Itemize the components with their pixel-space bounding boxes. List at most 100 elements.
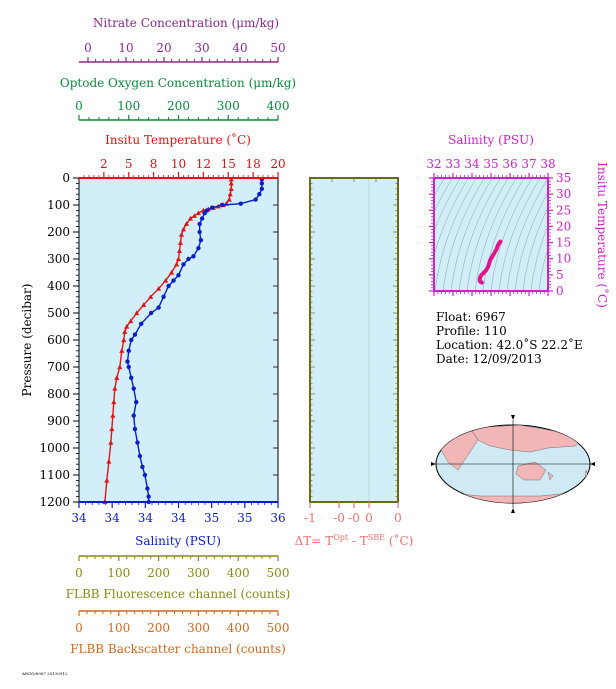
ts-salinity-tick-label: 32 (426, 157, 441, 171)
isopycnal-curve (434, 178, 477, 291)
fluorescence-axis-title: FLBB Fluorescence channel (counts) (66, 587, 291, 601)
temperature-point (178, 232, 185, 237)
salinity-point (129, 337, 134, 343)
pressure-tick-label: 700 (47, 360, 70, 374)
pressure-tick-label: 1000 (39, 441, 70, 455)
salinity-point (145, 486, 150, 491)
ts-salinity-tick-label: 35 (483, 157, 498, 171)
tick-label: 100 (107, 621, 130, 635)
tick-label: 300 (187, 566, 210, 580)
ts-temperature-tick-label: 30 (556, 187, 571, 201)
isopycnal-curve (538, 247, 548, 291)
temperature-point (112, 386, 118, 391)
salinity-tick-label: 35 (237, 511, 252, 525)
pressure-tick-label: 400 (47, 279, 70, 293)
salinity-point (132, 426, 138, 432)
pressure-tick-label: 1200 (39, 495, 70, 509)
pressure-tick-label: 200 (47, 225, 70, 239)
nitrate-axis-title: Nitrate Concentration (μm/kg) (93, 16, 279, 30)
salinity-axis-title: Salinity (PSU) (135, 534, 221, 548)
isopycnal-curve (498, 178, 541, 291)
temperature-axis-title: Insitu Temperature (˚C) (105, 132, 251, 147)
temperature-point (175, 256, 182, 262)
salinity-point (125, 359, 130, 364)
temperature-point (108, 440, 114, 445)
pressure-tick-label: 300 (47, 252, 70, 266)
salinity-point (137, 453, 143, 459)
globe-east-tick (590, 462, 595, 466)
globe-west-tick (431, 462, 436, 466)
ts-salinity-tick-label: 36 (502, 157, 517, 171)
salinity-tick-label: 34 (138, 511, 154, 525)
salinity-point (135, 440, 140, 445)
salinity-point (259, 181, 265, 186)
temperature-tick-label: 20 (270, 157, 285, 171)
isopycnal-curve (434, 178, 453, 213)
ts-temperature-tick-label: 35 (556, 171, 571, 185)
temperature-point (173, 261, 180, 267)
ts-series (477, 239, 503, 285)
isopycnal-curve (514, 191, 548, 291)
nitrate-axis: Nitrate Concentration (μm/kg) 0 10 20 30 40 5… (79, 16, 286, 63)
temperature-tick-label: 5 (125, 157, 133, 171)
temperature-point (177, 240, 184, 245)
temperature-point (180, 226, 187, 232)
pressure-tick-label: 500 (47, 306, 70, 320)
tick-label: 0 (75, 621, 83, 635)
fluorescence-axis: 0 100 200 300 400 500 FLBB Fluorescence chann… (66, 555, 291, 601)
pressure-tick-label: 600 (47, 333, 70, 347)
tick-label: 500 (267, 621, 290, 635)
salinity-point (253, 197, 258, 202)
isopycnal-curve (506, 178, 548, 291)
temperature-tick-label: 12 (196, 157, 211, 171)
landmass-eurasia (469, 425, 586, 453)
float-id: Float: 6967 (436, 310, 506, 324)
isopycnal-curve (450, 178, 493, 291)
ts-temperature-tick-label: 5 (556, 268, 564, 282)
salinity-point (132, 332, 138, 337)
salinity-tick-label: 36 (270, 511, 285, 525)
temperature-tick-label: 10 (171, 157, 186, 171)
ts-salinity-tick-label: 37 (521, 157, 536, 171)
salinity-point (131, 386, 136, 391)
pressure-tick-label: 1100 (39, 468, 70, 482)
tick-label: 100 (107, 566, 130, 580)
landmass-australia (515, 461, 547, 481)
temperature-point (122, 329, 128, 334)
temperature-point (227, 191, 233, 197)
salinity-tick-label: 35 (204, 511, 219, 525)
salinity-tick-label: 34 (105, 511, 121, 525)
isopycnal-curve (442, 178, 485, 291)
ts-salinity-tick-label: 38 (540, 157, 555, 171)
temperature-tick-label: 8 (150, 157, 158, 171)
salinity-series (125, 177, 265, 505)
ts-temperature-axis-title: Insitu Temperature (˚C) (595, 162, 610, 308)
delta-t-tick-label: 0 (394, 511, 402, 525)
temperature-ticks: 2 5 8 10 12 15 18 20 (83, 157, 286, 178)
temperature-point (191, 213, 198, 218)
ts-isopycnals (434, 178, 548, 291)
temperature-point (110, 413, 116, 418)
temperature-point (148, 294, 154, 299)
ts-salinity-tick-label: 34 (464, 157, 480, 171)
salinity-point (198, 237, 204, 243)
temperature-point (128, 318, 134, 324)
ts-temperature-tick-label: 10 (556, 252, 571, 266)
tick-label: 200 (147, 566, 170, 580)
delta-t-ticks: -1 -0 -0 0 0 (304, 502, 402, 525)
tick-label: 200 (167, 99, 190, 113)
temperature-point (134, 310, 140, 316)
isopycnal-curve (466, 178, 509, 291)
temperature-point (104, 477, 110, 483)
tick-label: 400 (227, 621, 250, 635)
salinity-point (191, 254, 196, 259)
isopycnal-curve (434, 178, 437, 183)
temperature-point (195, 210, 201, 216)
landmass-new-zealand (547, 471, 554, 481)
temperature-point (228, 176, 234, 182)
oxygen-axis: Optode Oxygen Concentration (μm/kg) 0 100… (60, 76, 296, 121)
fluorescence-ticks: 0 100 200 300 400 500 (75, 556, 289, 580)
location: Location: 42.0˚S 22.2˚E (436, 337, 583, 352)
